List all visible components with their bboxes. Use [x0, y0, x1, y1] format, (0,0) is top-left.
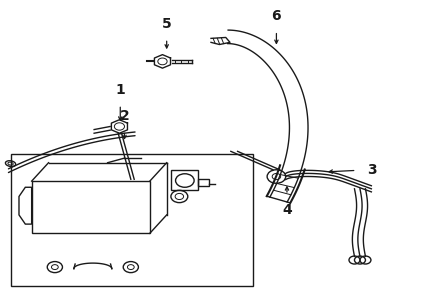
Bar: [198, 179, 209, 186]
Bar: [11, 154, 253, 286]
Text: 5: 5: [162, 17, 172, 31]
Bar: [171, 170, 198, 190]
Text: 3: 3: [367, 163, 377, 177]
Bar: [32, 181, 150, 233]
Text: 1: 1: [115, 83, 125, 97]
Text: 2: 2: [119, 109, 130, 123]
Text: 6: 6: [272, 9, 281, 23]
Text: 4: 4: [282, 203, 292, 217]
